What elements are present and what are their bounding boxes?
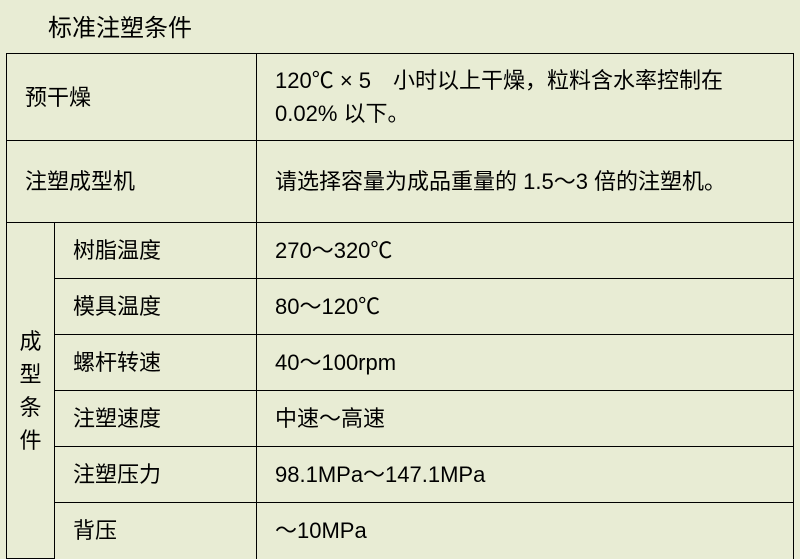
conditions-table: 预干燥 120℃ × 5 小时以上干燥，粒料含水率控制在 0.02% 以下。 注… — [6, 53, 794, 559]
screw-speed-value: 40～100rpm — [257, 335, 794, 391]
back-pressure-value: ～10MPa — [257, 503, 794, 559]
inject-speed-value: 中速～高速 — [257, 391, 794, 447]
char: 件 — [7, 424, 54, 457]
screw-speed-label: 螺杆转速 — [55, 335, 257, 391]
back-pressure-label: 背压 — [55, 503, 257, 559]
machine-label: 注塑成型机 — [7, 141, 257, 223]
resin-temp-label: 树脂温度 — [55, 223, 257, 279]
machine-value: 请选择容量为成品重量的 1.5～3 倍的注塑机。 — [257, 141, 794, 223]
inject-pressure-value: 98.1MPa～147.1MPa — [257, 447, 794, 503]
table-row: 注塑压力 98.1MPa～147.1MPa — [7, 447, 794, 503]
inject-speed-label: 注塑速度 — [55, 391, 257, 447]
mold-temp-label: 模具温度 — [55, 279, 257, 335]
table-title: 标准注塑条件 — [0, 0, 800, 53]
char: 成 — [7, 325, 54, 358]
inject-pressure-label: 注塑压力 — [55, 447, 257, 503]
char: 型 — [7, 358, 54, 391]
table-row: 模具温度 80～120℃ — [7, 279, 794, 335]
table-row: 背压 ～10MPa — [7, 503, 794, 559]
conditions-group-label: 成 型 条 件 — [7, 223, 55, 559]
mold-temp-value: 80～120℃ — [257, 279, 794, 335]
char: 条 — [7, 391, 54, 424]
table-row: 注塑速度 中速～高速 — [7, 391, 794, 447]
table-row: 预干燥 120℃ × 5 小时以上干燥，粒料含水率控制在 0.02% 以下。 — [7, 54, 794, 141]
predry-value: 120℃ × 5 小时以上干燥，粒料含水率控制在 0.02% 以下。 — [257, 54, 794, 141]
table-row: 注塑成型机 请选择容量为成品重量的 1.5～3 倍的注塑机。 — [7, 141, 794, 223]
predry-label: 预干燥 — [7, 54, 257, 141]
table-row: 成 型 条 件 树脂温度 270～320℃ — [7, 223, 794, 279]
table-row: 螺杆转速 40～100rpm — [7, 335, 794, 391]
resin-temp-value: 270～320℃ — [257, 223, 794, 279]
